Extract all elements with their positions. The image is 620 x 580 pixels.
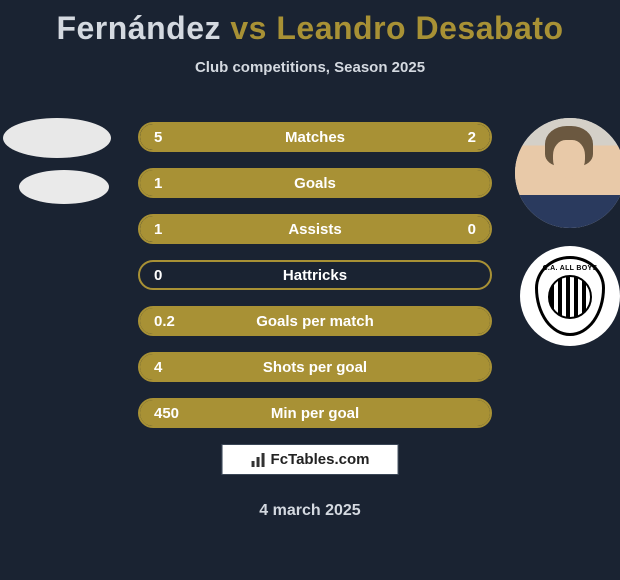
player2-photo (515, 118, 620, 228)
stat-right-value: 0 (468, 221, 476, 238)
stat-row: 450Min per goal (138, 398, 492, 428)
stat-label: Assists (140, 221, 490, 238)
club-badge-text: C.A. ALL BOYS (543, 265, 598, 272)
vs-text: vs (230, 10, 267, 46)
player1-club-placeholder (19, 170, 109, 204)
player2-name: Leandro Desabato (276, 10, 563, 46)
stat-label: Goals (140, 175, 490, 192)
subtitle: Club competitions, Season 2025 (0, 59, 620, 76)
left-avatars (0, 118, 111, 204)
player2-face-icon (515, 118, 620, 228)
club-stripes-icon (548, 275, 592, 319)
stat-row: 0Hattricks (138, 260, 492, 290)
stat-row: 4Shots per goal (138, 352, 492, 382)
stat-label: Shots per goal (140, 359, 490, 376)
stat-row: 1Assists0 (138, 214, 492, 244)
stat-right-value: 2 (468, 129, 476, 146)
stat-row: 1Goals (138, 168, 492, 198)
comparison-date: 4 march 2025 (0, 502, 620, 520)
comparison-title: Fernández vs Leandro Desabato (0, 0, 620, 47)
bar-chart-icon (251, 453, 267, 467)
player1-photo-placeholder (3, 118, 111, 158)
player1-name: Fernández (56, 10, 221, 46)
stat-label: Matches (140, 129, 490, 146)
stat-row: 5Matches2 (138, 122, 492, 152)
player2-club-badge: C.A. ALL BOYS (520, 246, 620, 346)
attribution-badge: FcTables.com (222, 444, 399, 475)
attribution-text: FcTables.com (271, 451, 370, 468)
right-avatars: C.A. ALL BOYS (515, 118, 620, 364)
stat-row: 0.2Goals per match (138, 306, 492, 336)
stats-comparison: 5Matches21Goals1Assists00Hattricks0.2Goa… (138, 122, 492, 444)
stat-label: Goals per match (140, 313, 490, 330)
club-shield-icon: C.A. ALL BOYS (535, 256, 605, 336)
stat-label: Min per goal (140, 405, 490, 422)
stat-label: Hattricks (140, 267, 490, 284)
